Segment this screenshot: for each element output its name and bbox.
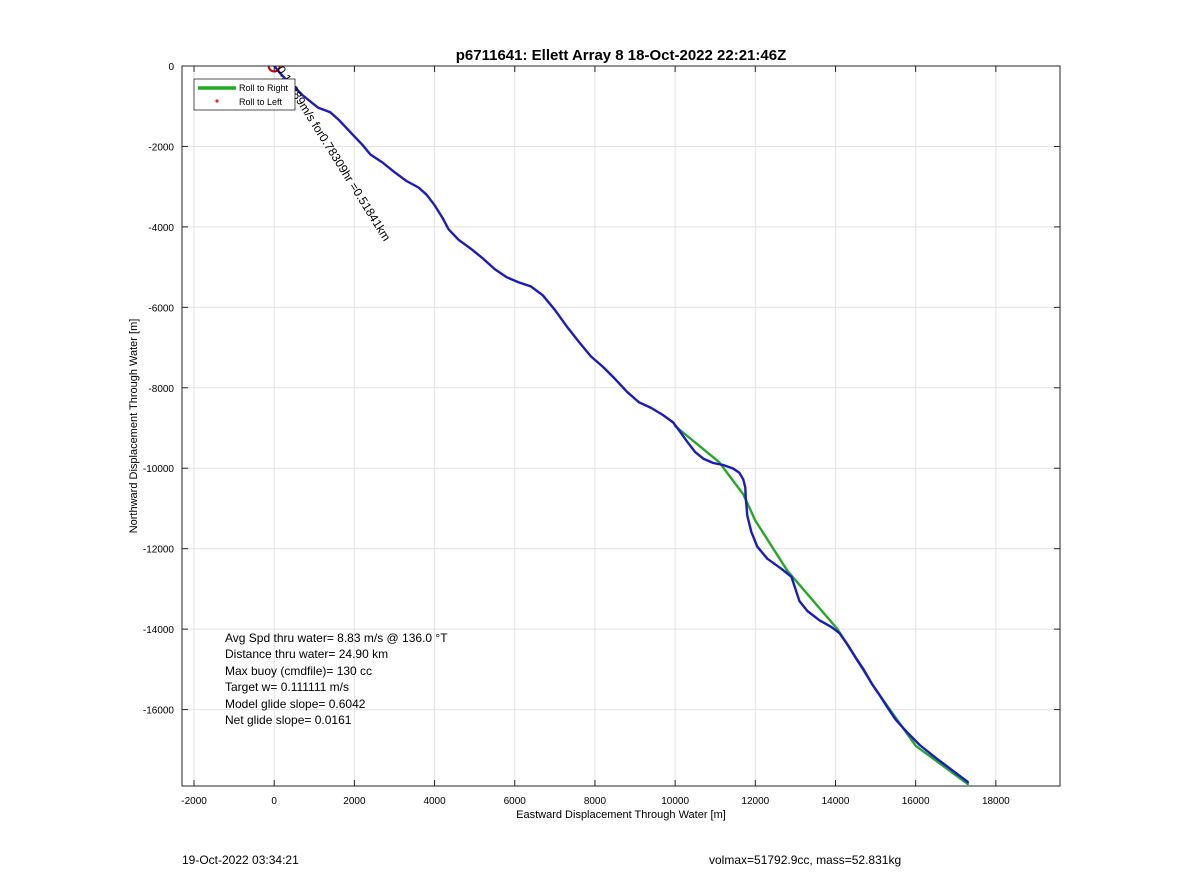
annotation-model-glide: Model glide slope= 0.6042	[225, 697, 366, 711]
legend-box	[193, 78, 296, 111]
footer-volmax-mass: volmax=51792.9cc, mass=52.831kg	[709, 853, 902, 867]
footer-timestamp: 19-Oct-2022 03:34:21	[182, 853, 299, 867]
x-tick-label: 8000	[584, 796, 607, 807]
annotation-avg-speed: Avg Spd thru water= 8.83 m/s @ 136.0 °T	[225, 631, 448, 645]
stats-annotations: Avg Spd thru water= 8.83 m/s @ 136.0 °T …	[225, 631, 448, 727]
annotation-distance: Distance thru water= 24.90 km	[225, 647, 388, 661]
x-axis-label: Eastward Displacement Through Water [m]	[516, 809, 726, 821]
annotation-target-w: Target w= 0.111111 m/s	[225, 680, 349, 694]
x-tick-label: 14000	[822, 796, 850, 807]
x-tick-label: -2000	[181, 796, 207, 807]
x-tick-label: 16000	[902, 796, 930, 807]
chart-title: p6711641: Ellett Array 8 18-Oct-2022 22:…	[456, 47, 786, 64]
y-tick-label: -6000	[148, 303, 174, 314]
series-line-track	[273, 66, 969, 784]
y-axis-ticks: 0 -2000 -4000 -6000 -8000 -10000 -12000 -14000 -…	[143, 62, 1060, 717]
y-tick-label: -14000	[143, 625, 175, 636]
y-tick-label: -2000	[148, 142, 174, 153]
y-tick-label: 0	[168, 62, 174, 73]
y-tick-label: -8000	[148, 384, 174, 395]
y-tick-label: -4000	[148, 223, 174, 234]
legend: Roll to Right Roll to Left	[193, 78, 296, 111]
x-tick-label: 2000	[343, 796, 366, 807]
x-tick-label: 4000	[423, 796, 446, 807]
x-tick-label: 12000	[741, 796, 769, 807]
y-tick-label: -12000	[143, 545, 175, 556]
annotation-max-buoy: Max buoy (cmdfile)= 130 cc	[225, 664, 372, 678]
legend-dot-swatch	[215, 99, 219, 103]
annotation-net-glide: Net glide slope= 0.0161	[225, 713, 352, 727]
x-axis-ticks: -2000 0 2000 4000 6000 8000 10000 12000 14000 160…	[181, 66, 1010, 807]
y-tick-label: -16000	[143, 706, 175, 717]
y-axis-label: Northward Displacement Through Water [m]	[128, 319, 140, 534]
plot-area	[182, 66, 1060, 786]
x-tick-label: 18000	[982, 796, 1010, 807]
legend-label-roll-left: Roll to Left	[239, 97, 283, 107]
legend-label-roll-right: Roll to Right	[239, 83, 289, 93]
x-tick-label: 0	[271, 796, 277, 807]
x-tick-label: 10000	[661, 796, 689, 807]
x-tick-label: 6000	[504, 796, 527, 807]
plot-frame	[181, 65, 1061, 787]
y-tick-label: -10000	[143, 464, 175, 475]
